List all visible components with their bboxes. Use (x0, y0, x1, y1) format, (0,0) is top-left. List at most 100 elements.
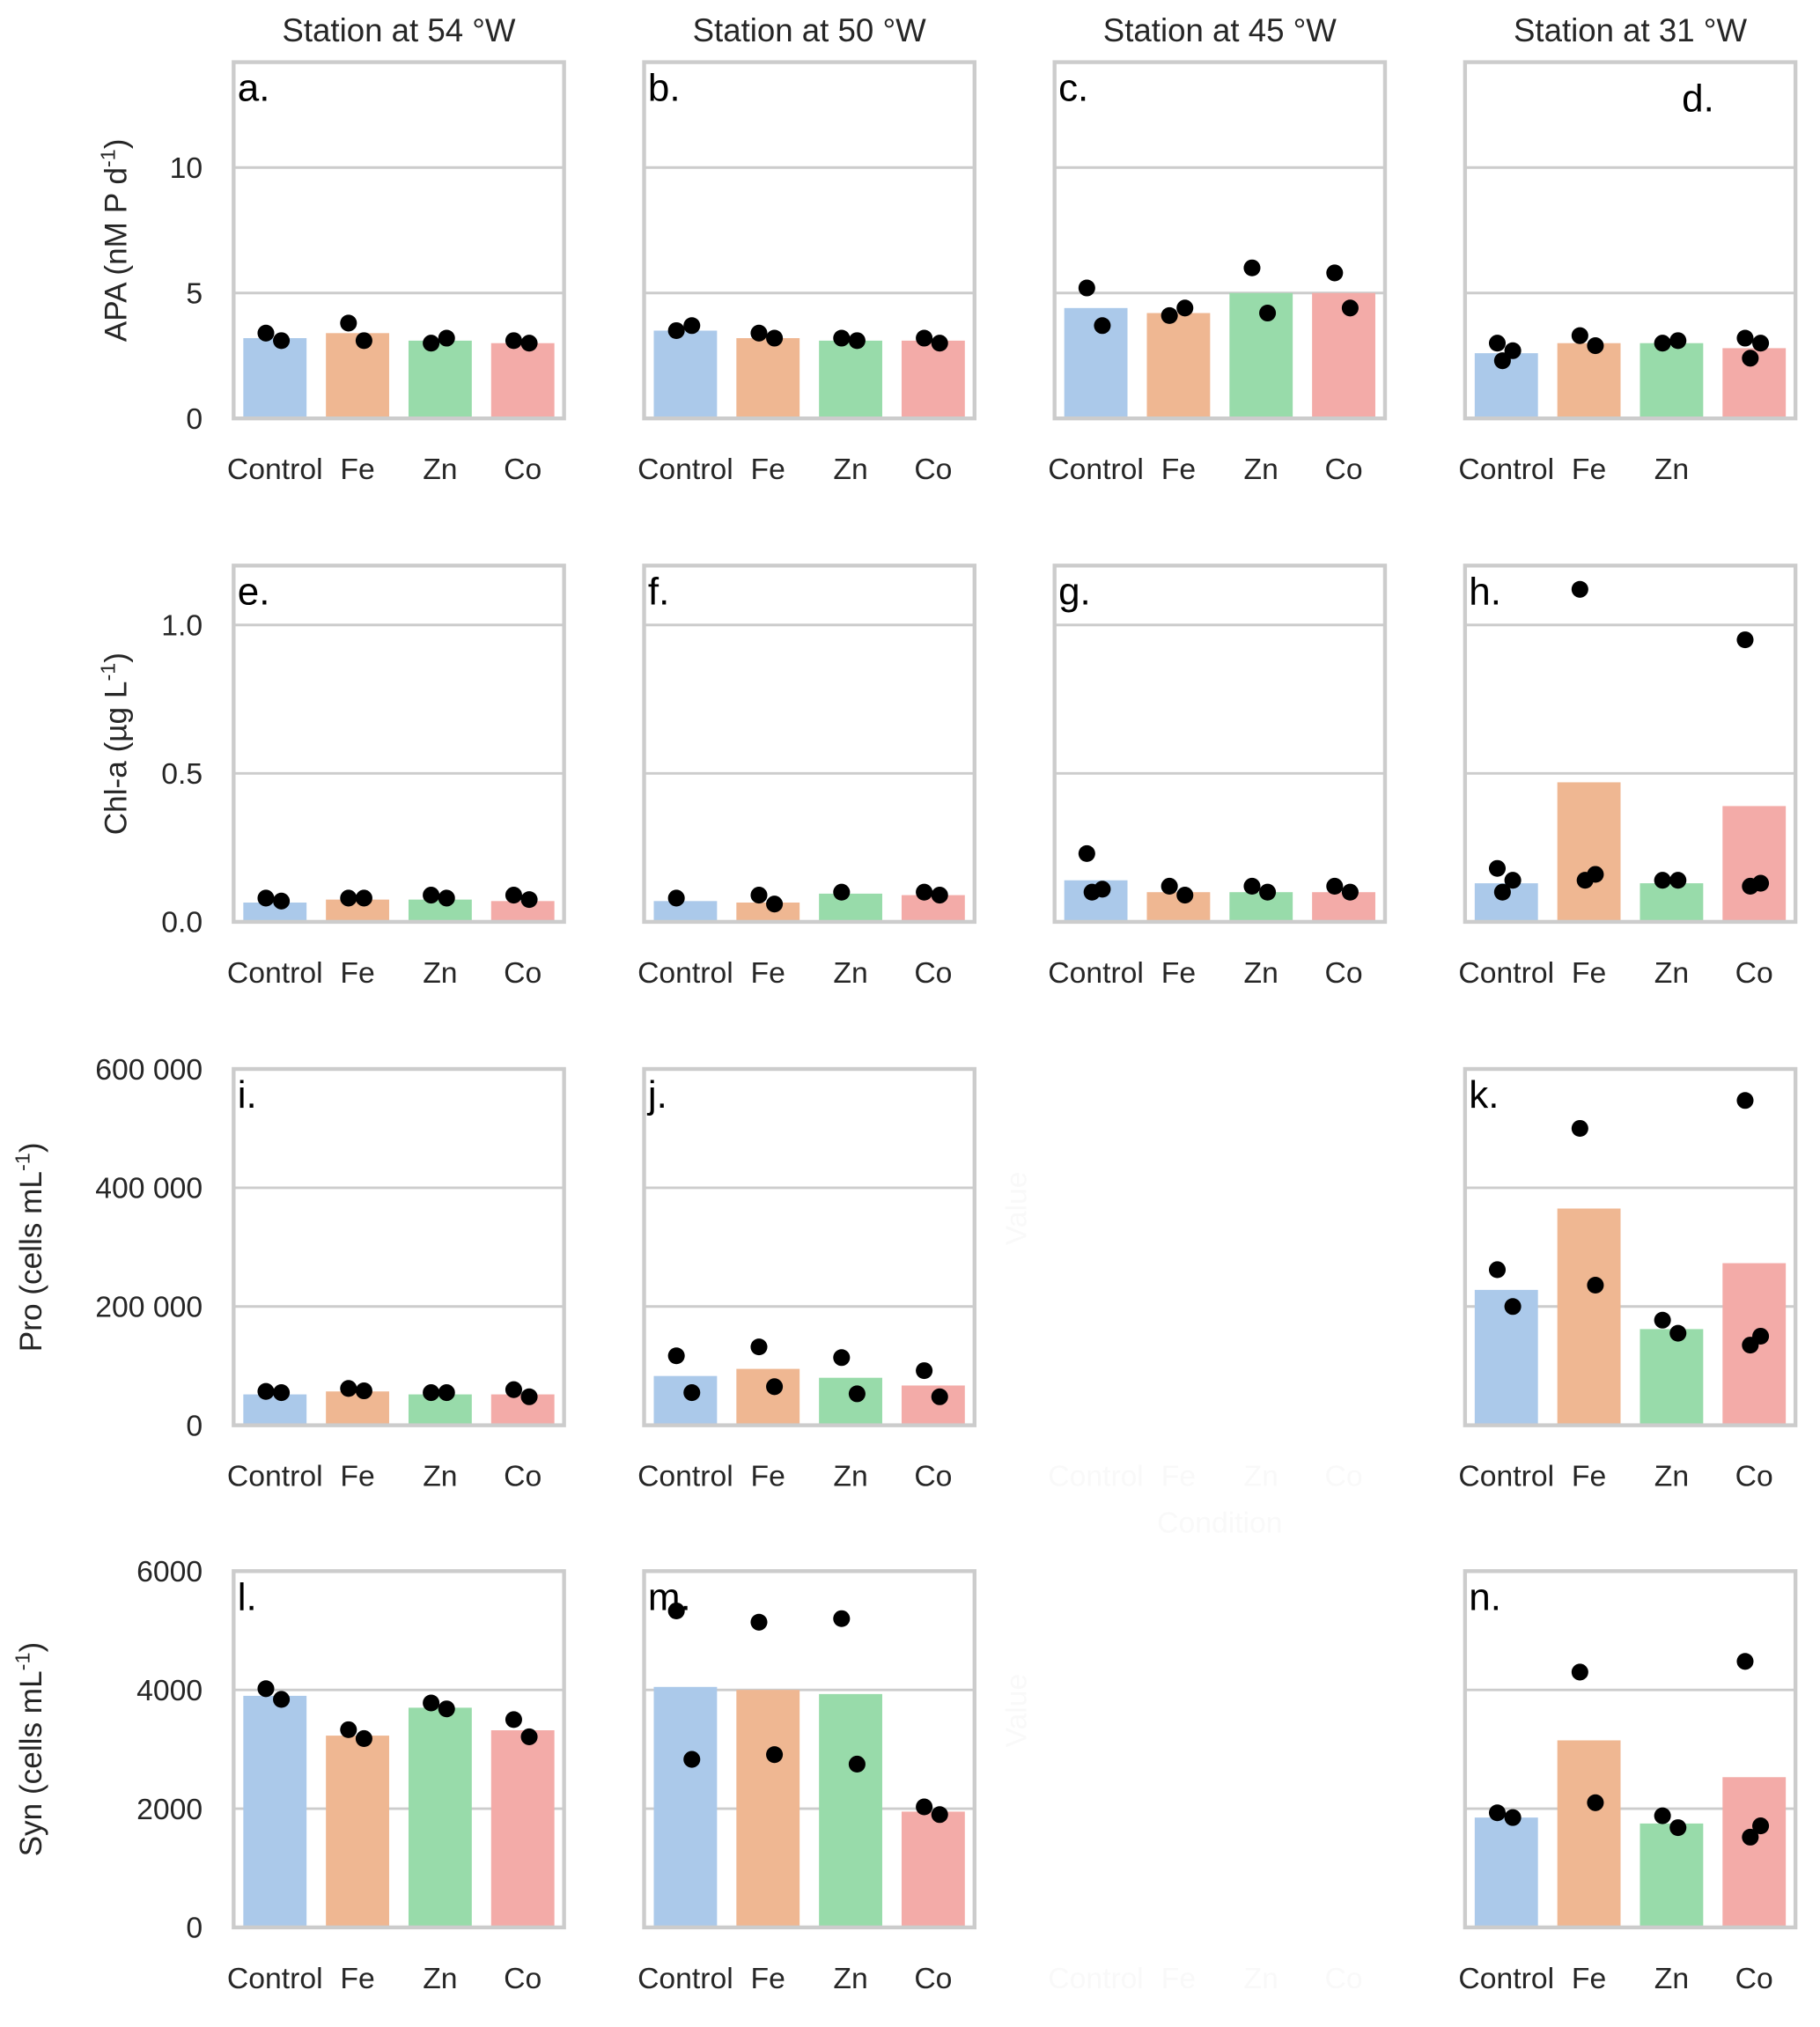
data-point (257, 1680, 275, 1698)
y-tick-label: 6000 (136, 1555, 203, 1588)
bar-co (901, 340, 965, 419)
x-tick-label: Co (504, 956, 542, 990)
data-point (1587, 1276, 1604, 1294)
data-point (766, 329, 784, 347)
data-point (257, 889, 275, 907)
axes-frame (1463, 1066, 1798, 1427)
data-point (1493, 883, 1511, 901)
data-point (273, 332, 291, 350)
y-tick-label: 0.5 (161, 757, 203, 791)
column-title: Station at 54 °W (282, 12, 515, 48)
bar-control (243, 1394, 307, 1426)
data-point (1259, 883, 1277, 901)
data-point (1742, 1337, 1759, 1354)
y-axis-label: Pro (cells mL-1) (11, 1142, 48, 1352)
x-tick-label: Zn (423, 956, 457, 990)
data-point (1571, 580, 1588, 598)
data-point (1161, 306, 1178, 324)
x-tick-label: Fe (1572, 1460, 1606, 1493)
bar-fe (1146, 313, 1211, 419)
ghost-x-tick-label: Control (1048, 1460, 1144, 1493)
x-tick-label: Control (1048, 453, 1144, 486)
x-tick-label: Zn (1654, 453, 1689, 486)
data-point (1243, 877, 1261, 895)
bar-control (653, 1686, 718, 1927)
data-point (833, 329, 851, 347)
data-point (1752, 335, 1770, 352)
data-point (257, 1382, 275, 1400)
y-tick-label: 600 000 (95, 1053, 203, 1087)
data-point (1078, 844, 1095, 862)
x-tick-label: Zn (1654, 1962, 1689, 1995)
data-point (1326, 264, 1344, 282)
bar-zn (819, 340, 882, 419)
data-point (520, 1388, 538, 1405)
data-point (1083, 883, 1101, 901)
column-title: Station at 45 °W (1103, 12, 1337, 48)
x-tick-label: Zn (833, 1460, 867, 1493)
bar-fe (1557, 1208, 1621, 1426)
y-tick-label: 10 (170, 151, 203, 185)
bar-co (490, 343, 555, 419)
panel-d: Control Fe Zn d. (1458, 60, 1798, 486)
data-point (667, 1347, 685, 1365)
panel-n: Control Fe Zn Co n. (1458, 1569, 1798, 1995)
column-title: Station at 50 °W (693, 12, 926, 48)
ghost-x-label: Condition (1157, 1506, 1282, 1539)
x-tick-label: Control (1458, 1460, 1554, 1493)
ghost-y-label: Value (999, 1172, 1033, 1246)
column-title: Station at 31 °W (1514, 12, 1747, 48)
data-point (438, 1384, 455, 1402)
bar-zn (819, 893, 882, 922)
panel-label: g. (1058, 570, 1091, 613)
bar-co (1722, 1777, 1787, 1927)
bar-control (653, 1375, 718, 1426)
data-point (1488, 859, 1507, 877)
data-point (766, 1378, 784, 1396)
data-point (1571, 327, 1588, 344)
panel-label: e. (238, 570, 270, 613)
data-point (1488, 1804, 1507, 1822)
data-point (257, 324, 275, 342)
bar-control (653, 901, 718, 922)
axes-frame (1052, 60, 1388, 421)
data-point (340, 1380, 357, 1397)
data-point (505, 1711, 522, 1728)
axes-frame (232, 60, 566, 421)
data-point (931, 1806, 948, 1824)
data-point (1504, 342, 1522, 359)
x-tick-label: Control (227, 956, 323, 990)
data-point (1341, 883, 1359, 901)
data-point (1161, 877, 1178, 895)
bar-fe (326, 333, 389, 419)
data-point (1669, 1324, 1687, 1342)
x-tick-label: Zn (423, 1460, 457, 1493)
panel-k: Control Fe Zn Co k. (1458, 1066, 1798, 1493)
data-point (1504, 1809, 1522, 1826)
bar-fe (1557, 782, 1621, 922)
bar-control (1474, 1817, 1538, 1927)
x-tick-label: Zn (423, 1962, 457, 1995)
data-point (848, 332, 866, 350)
bar-zn (819, 1377, 882, 1426)
y-tick-label: 0 (186, 1912, 203, 1945)
data-point (520, 335, 538, 352)
y-tick-label: 5 (186, 276, 203, 310)
panel-label: c. (1058, 67, 1088, 110)
data-point (1243, 259, 1261, 276)
panel-label: m. (648, 1575, 691, 1618)
bar-co (901, 1811, 965, 1927)
y-tick-label: 4000 (136, 1674, 203, 1707)
data-point (667, 889, 685, 907)
data-point (1176, 299, 1194, 317)
x-tick-label: Co (504, 453, 542, 486)
x-tick-label: Fe (751, 1460, 785, 1493)
data-point (931, 887, 948, 904)
ghost-x-tick-label: Fe (1161, 1962, 1196, 1995)
bar-zn (408, 340, 472, 419)
data-point (520, 891, 538, 909)
axes-frame (232, 564, 566, 925)
data-point (438, 889, 455, 907)
data-point (340, 314, 357, 332)
